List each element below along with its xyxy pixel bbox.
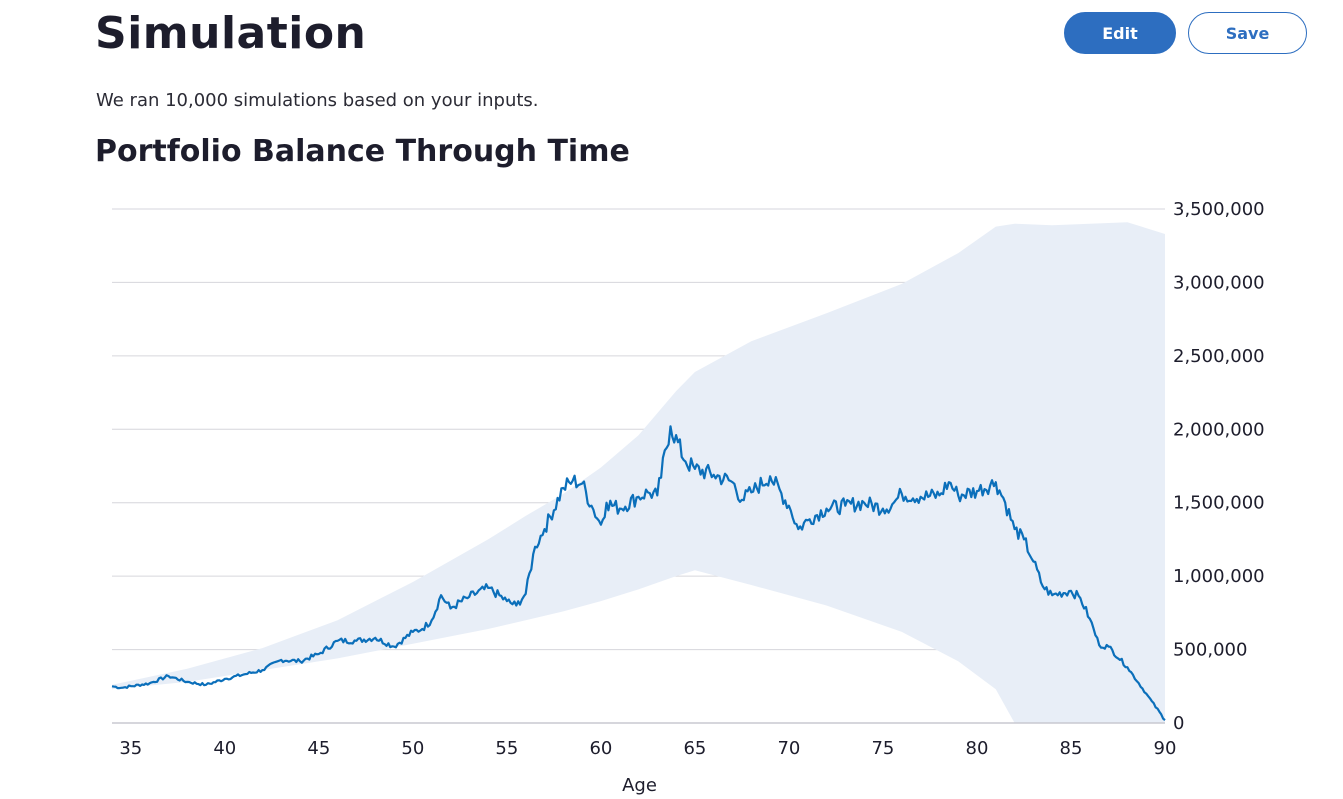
- x-tick-label: 85: [1060, 738, 1083, 759]
- chart-title: Portfolio Balance Through Time: [95, 134, 630, 169]
- y-tick-label: 3,500,000: [1173, 199, 1265, 220]
- edit-button[interactable]: Edit: [1064, 12, 1176, 54]
- x-tick-label: 70: [777, 738, 800, 759]
- x-tick-label: 35: [119, 738, 142, 759]
- save-button[interactable]: Save: [1188, 12, 1307, 54]
- y-tick-label: 3,000,000: [1173, 272, 1265, 293]
- page-title: Simulation: [95, 8, 367, 59]
- x-tick-label: 80: [966, 738, 989, 759]
- x-tick-label: 40: [213, 738, 236, 759]
- x-tick-label: 65: [683, 738, 706, 759]
- x-axis-label: Age: [622, 775, 657, 796]
- x-axis-ticks: 35 40 45 50 55 60 65 70 75 80 85 90: [119, 738, 1176, 759]
- y-tick-label: 2,500,000: [1173, 346, 1265, 367]
- y-tick-label: 2,000,000: [1173, 419, 1265, 440]
- simulation-summary: We ran 10,000 simulations based on your …: [96, 90, 539, 111]
- x-tick-label: 50: [401, 738, 424, 759]
- x-tick-label: 60: [589, 738, 612, 759]
- y-tick-label: 500,000: [1173, 640, 1247, 661]
- x-tick-label: 75: [871, 738, 894, 759]
- x-tick-label: 55: [495, 738, 518, 759]
- x-tick-label: 90: [1154, 738, 1177, 759]
- confidence-band: [112, 222, 1165, 723]
- balance-line: [111, 425, 1166, 721]
- y-tick-label: 1,000,000: [1173, 566, 1265, 587]
- x-tick-label: 45: [307, 738, 330, 759]
- y-tick-label: 0: [1173, 713, 1184, 734]
- y-tick-label: 1,500,000: [1173, 493, 1265, 514]
- y-axis-ticks: 0 500,000 1,000,000 1,500,000 2,000,000 2,500…: [1173, 199, 1265, 734]
